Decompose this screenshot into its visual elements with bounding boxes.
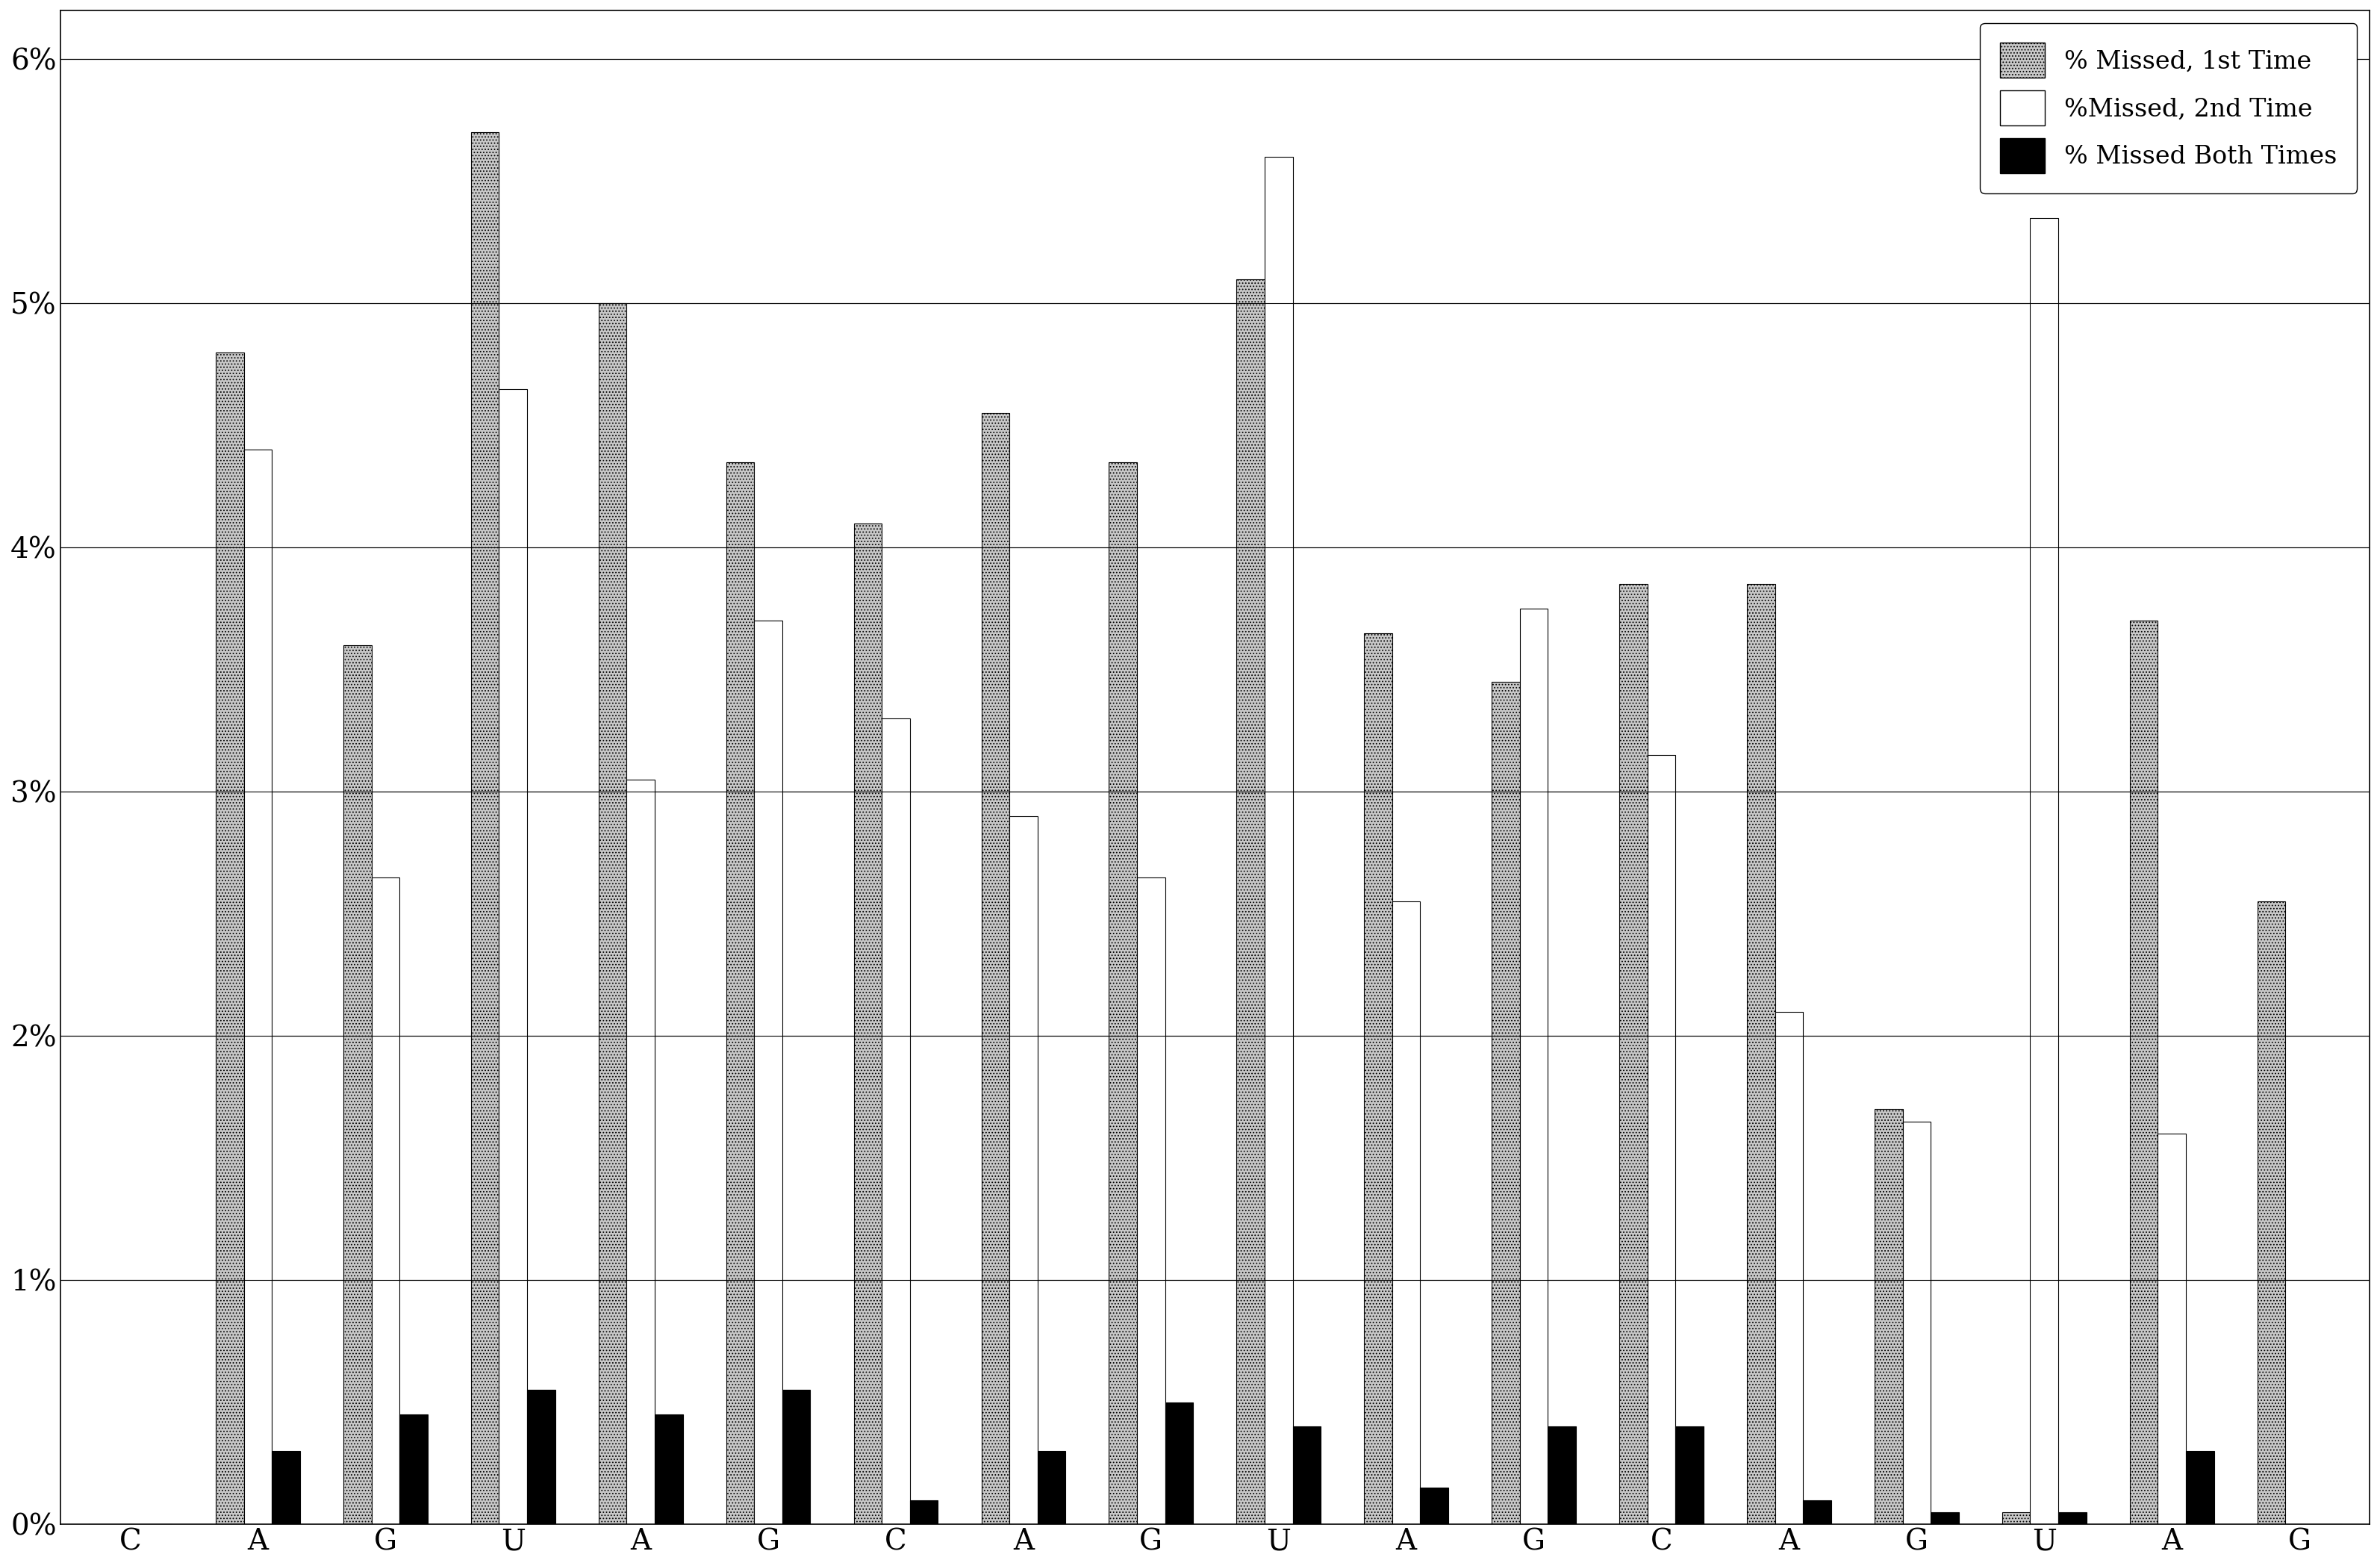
- Bar: [783, 1391, 809, 1524]
- Bar: [1364, 633, 1392, 1524]
- Bar: [1521, 609, 1547, 1524]
- Bar: [854, 523, 883, 1524]
- Bar: [2002, 1513, 2030, 1524]
- Bar: [2130, 620, 2159, 1524]
- Bar: [1166, 1402, 1192, 1524]
- Bar: [271, 1452, 300, 1524]
- Bar: [754, 620, 783, 1524]
- Bar: [1618, 584, 1647, 1524]
- Legend: % Missed, 1st Time, %Missed, 2nd Time, % Missed Both Times: % Missed, 1st Time, %Missed, 2nd Time, %…: [1980, 23, 2356, 193]
- Bar: [1238, 279, 1264, 1524]
- Bar: [2059, 1513, 2087, 1524]
- Bar: [909, 1500, 938, 1524]
- Bar: [1547, 1427, 1576, 1524]
- Bar: [1009, 816, 1038, 1524]
- Bar: [1138, 877, 1166, 1524]
- Bar: [1804, 1500, 1830, 1524]
- Bar: [1421, 1488, 1449, 1524]
- Bar: [597, 304, 626, 1524]
- Bar: [1775, 1012, 1804, 1524]
- Bar: [1492, 681, 1521, 1524]
- Bar: [1747, 584, 1775, 1524]
- Bar: [1875, 1109, 1902, 1524]
- Bar: [981, 413, 1009, 1524]
- Bar: [243, 449, 271, 1524]
- Bar: [2185, 1452, 2213, 1524]
- Bar: [1264, 157, 1292, 1524]
- Bar: [343, 645, 371, 1524]
- Bar: [1038, 1452, 1066, 1524]
- Bar: [2159, 1134, 2185, 1524]
- Bar: [1676, 1427, 1704, 1524]
- Bar: [526, 1391, 555, 1524]
- Bar: [500, 388, 526, 1524]
- Bar: [471, 133, 500, 1524]
- Bar: [1902, 1121, 1930, 1524]
- Bar: [217, 352, 243, 1524]
- Bar: [654, 1414, 683, 1524]
- Bar: [726, 462, 754, 1524]
- Bar: [1109, 462, 1138, 1524]
- Bar: [400, 1414, 428, 1524]
- Bar: [1292, 1427, 1321, 1524]
- Bar: [2256, 902, 2285, 1524]
- Bar: [1392, 902, 1421, 1524]
- Bar: [1930, 1513, 1959, 1524]
- Bar: [2030, 218, 2059, 1524]
- Bar: [1647, 755, 1676, 1524]
- Bar: [883, 719, 909, 1524]
- Bar: [371, 877, 400, 1524]
- Bar: [626, 780, 655, 1524]
